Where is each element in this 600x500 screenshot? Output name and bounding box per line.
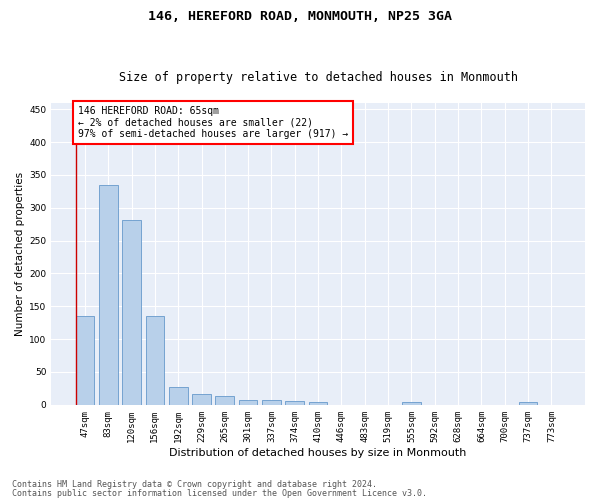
Text: Contains public sector information licensed under the Open Government Licence v3: Contains public sector information licen… <box>12 488 427 498</box>
Bar <box>262 400 281 405</box>
Bar <box>519 402 538 405</box>
Bar <box>169 387 188 405</box>
Bar <box>76 316 94 405</box>
Bar <box>146 316 164 405</box>
Text: 146, HEREFORD ROAD, MONMOUTH, NP25 3GA: 146, HEREFORD ROAD, MONMOUTH, NP25 3GA <box>148 10 452 23</box>
Text: 146 HEREFORD ROAD: 65sqm
← 2% of detached houses are smaller (22)
97% of semi-de: 146 HEREFORD ROAD: 65sqm ← 2% of detache… <box>78 106 348 139</box>
Bar <box>192 394 211 405</box>
Title: Size of property relative to detached houses in Monmouth: Size of property relative to detached ho… <box>119 70 518 84</box>
Bar <box>402 402 421 405</box>
Text: Contains HM Land Registry data © Crown copyright and database right 2024.: Contains HM Land Registry data © Crown c… <box>12 480 377 489</box>
Bar <box>99 185 118 405</box>
Bar <box>239 400 257 405</box>
Bar <box>309 402 328 405</box>
Y-axis label: Number of detached properties: Number of detached properties <box>15 172 25 336</box>
Bar <box>286 401 304 405</box>
X-axis label: Distribution of detached houses by size in Monmouth: Distribution of detached houses by size … <box>169 448 467 458</box>
Bar <box>215 396 234 405</box>
Bar <box>122 220 141 405</box>
